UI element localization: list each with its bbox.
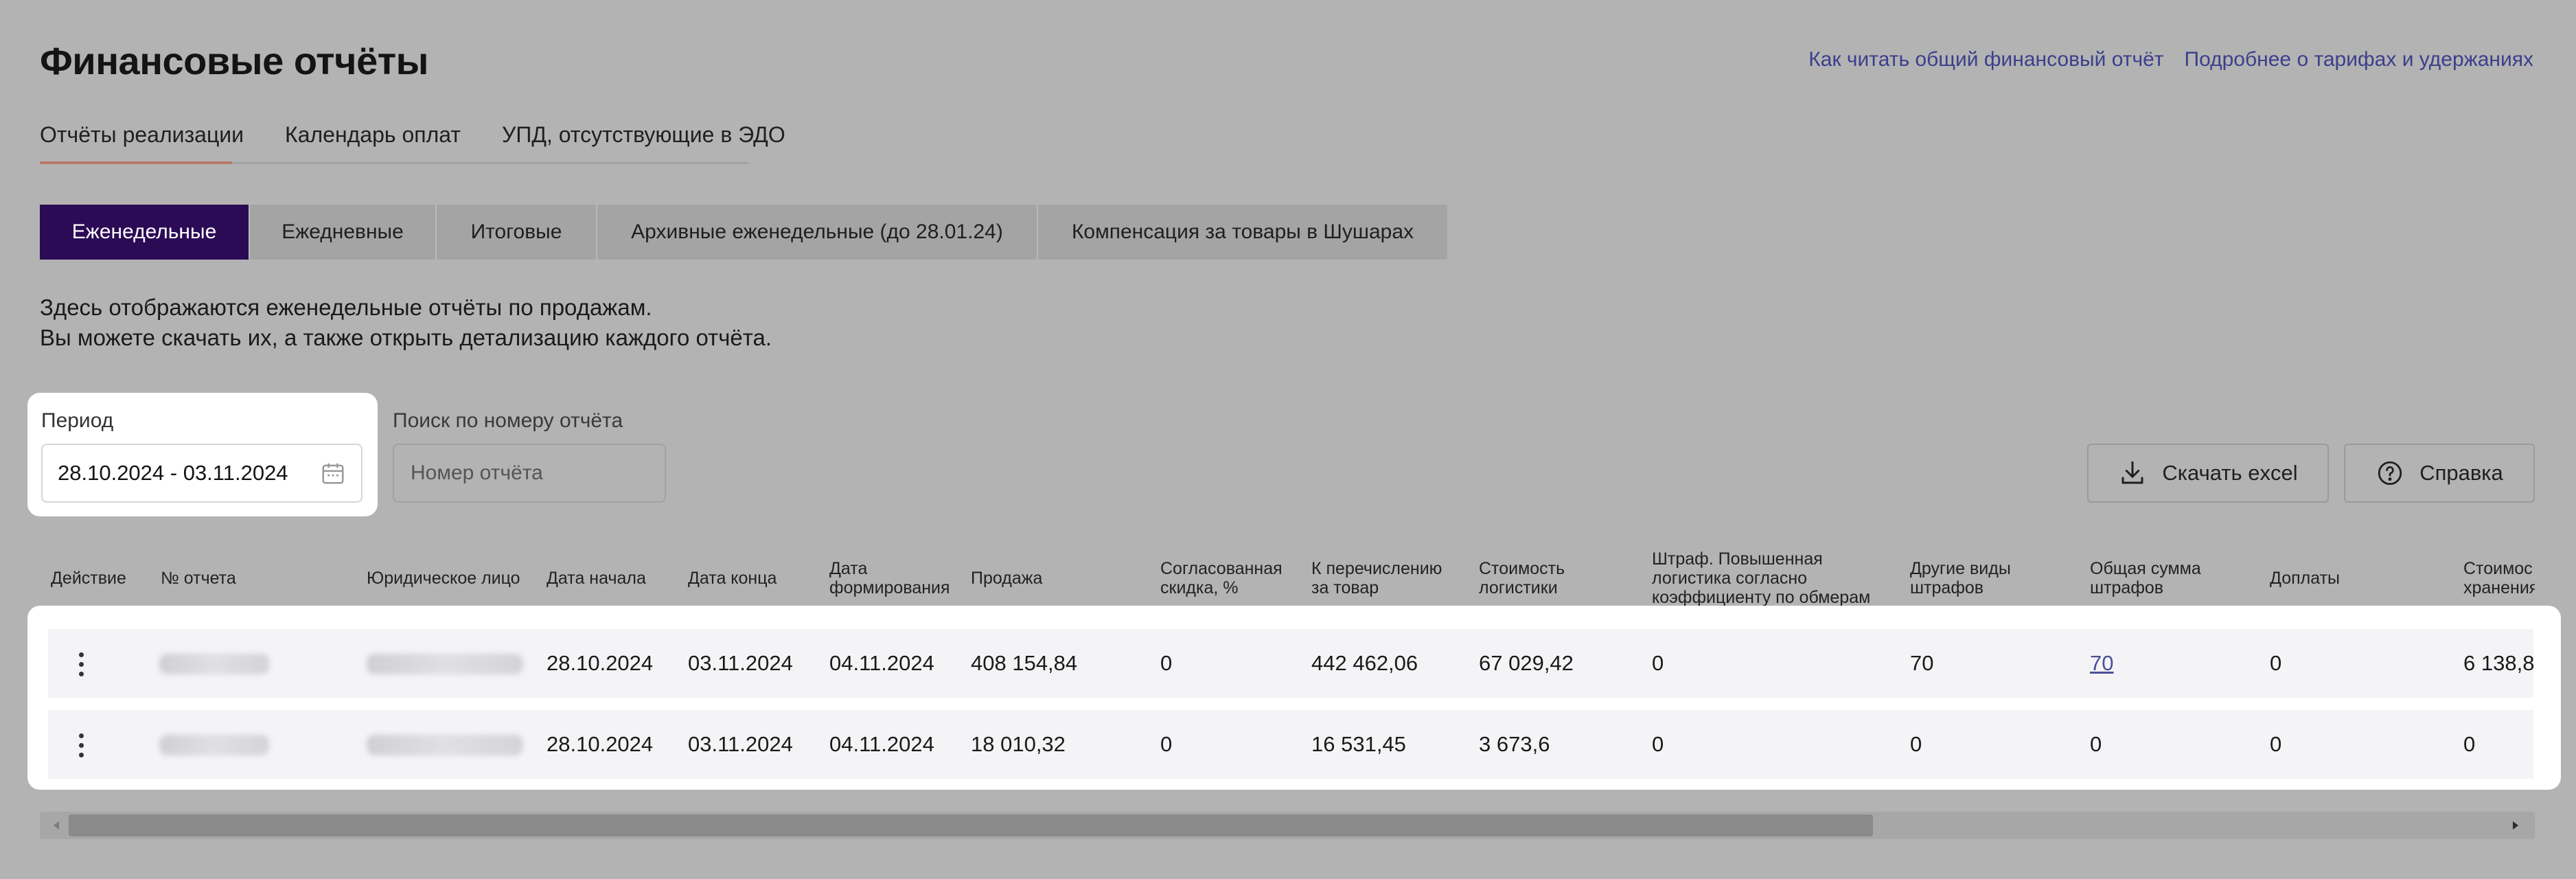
legal-entity-redacted (367, 654, 523, 674)
col-storage-line1: Стоимос (2463, 559, 2533, 578)
col-date-end: Дата конца (688, 569, 777, 588)
tab-compensation[interactable]: Компенсация за товары в Шушарах (1071, 220, 1414, 243)
tab-payment-calendar[interactable]: Календарь оплат (285, 122, 461, 147)
col-logistics-line1: Стоимость (1479, 559, 1565, 578)
col-surcharges: Доплаты (2270, 569, 2341, 588)
col-total-penalties-line2: штрафов (2090, 578, 2164, 597)
col-other-penalties: Другие виды штрафов (1910, 559, 2011, 597)
cell-date-start: 28.10.2024 (547, 651, 654, 675)
report-number-redacted[interactable] (159, 654, 269, 674)
question-circle-icon (2378, 461, 2402, 486)
scroll-right-arrow-icon[interactable] (2507, 817, 2524, 834)
cell-total-penalties: 70 (2090, 651, 2113, 676)
cell-transfer: 16 531,45 (1311, 732, 1406, 756)
col-other-penalties-line1: Другие виды (1910, 559, 2011, 578)
col-date-start: Дата начала (547, 569, 646, 588)
cell-surcharges: 0 (2270, 732, 2282, 756)
total-penalties-link[interactable]: 70 (2090, 651, 2114, 675)
col-transfer: К перечислению за товар (1311, 559, 1442, 597)
col-penalty-logistics-line3: коэффициенту по обмерам (1652, 588, 1871, 607)
page-description: Здесь отображаются еженедельные отчёты п… (40, 293, 772, 353)
cell-date-start: 28.10.2024 (547, 732, 654, 756)
cell-date-end: 03.11.2024 (688, 732, 793, 756)
col-discount-line1: Согласованная (1160, 559, 1283, 578)
col-total-penalties-line1: Общая сумма (2090, 559, 2201, 578)
help-label: Справка (2419, 461, 2503, 485)
col-storage-line2: хранения (2463, 578, 2535, 597)
download-excel-label: Скачать excel (2162, 461, 2298, 485)
col-transfer-line1: К перечислению (1311, 559, 1442, 578)
cell-penalty-logistics: 0 (1652, 651, 1664, 675)
col-storage: Стоимос хранения (2463, 559, 2535, 597)
period-date-range-input[interactable]: 28.10.2024 - 03.11.2024 (41, 444, 363, 503)
tab-weekly[interactable]: Еженедельные (40, 205, 250, 260)
tab-upd-missing[interactable]: УПД, отсутствующие в ЭДО (502, 122, 785, 147)
tab-sales-reports[interactable]: Отчёты реализации (40, 122, 244, 147)
calendar-icon[interactable] (320, 460, 346, 486)
cell-date-formed: 04.11.2024 (829, 732, 934, 756)
report-number-redacted[interactable] (159, 735, 269, 755)
col-penalty-logistics: Штраф. Повышенная логистика согласно коэ… (1652, 549, 1870, 607)
cell-total-penalties: 0 (2090, 732, 2102, 756)
col-discount: Согласованная скидка, % (1160, 559, 1283, 597)
col-logistics: Стоимость логистики (1479, 559, 1565, 597)
cell-other-penalties: 70 (1910, 651, 1934, 675)
col-discount-line2: скидка, % (1160, 578, 1239, 597)
description-line-1: Здесь отображаются еженедельные отчёты п… (40, 295, 652, 320)
how-to-read-report-link[interactable]: Как читать общий финансовый отчёт (1808, 48, 2164, 71)
search-label: Поиск по номеру отчёта (393, 409, 623, 432)
page-title: Финансовые отчёты (40, 39, 428, 82)
tab-archive-weekly[interactable]: Архивные еженедельные (до 28.01.24) (597, 205, 1038, 260)
col-report-no: № отчета (161, 569, 236, 588)
col-sales: Продажа (971, 569, 1043, 588)
cell-discount: 0 (1160, 732, 1173, 756)
active-tab-indicator (40, 161, 232, 164)
tab-daily[interactable]: Ежедневные (250, 205, 437, 260)
col-logistics-line2: логистики (1479, 578, 1558, 597)
col-date-formed-line2: формирования (829, 578, 950, 597)
period-label: Период (41, 409, 114, 432)
row-actions-menu-icon[interactable] (77, 733, 85, 757)
row-actions-menu-icon[interactable] (77, 652, 85, 676)
col-date-formed-line1: Дата (829, 559, 868, 578)
download-excel-button[interactable]: Скачать excel (2087, 444, 2329, 503)
col-total-penalties: Общая сумма штрафов (2090, 559, 2201, 597)
row-separator (48, 702, 2533, 707)
cell-date-formed: 04.11.2024 (829, 651, 934, 675)
col-action: Действие (51, 569, 126, 588)
col-date-formed: Дата формирования (829, 559, 950, 597)
col-penalty-logistics-line2: логистика согласно (1652, 569, 1808, 588)
description-line-2: Вы можете скачать их, а также открыть де… (40, 325, 772, 350)
col-transfer-line2: за товар (1311, 578, 1379, 597)
scroll-left-arrow-icon[interactable] (48, 817, 65, 834)
cell-sales: 18 010,32 (971, 732, 1066, 756)
tab-final[interactable]: Итоговые (437, 205, 597, 260)
cell-surcharges: 0 (2270, 651, 2282, 675)
tabs-divider (40, 162, 748, 164)
col-penalty-logistics-line1: Штраф. Повышенная (1652, 549, 1823, 569)
download-icon (2121, 461, 2143, 484)
scrollbar-thumb[interactable] (69, 814, 1873, 836)
legal-entity-redacted (367, 735, 523, 755)
top-tabs: Отчёты реализации Календарь оплат УПД, о… (40, 122, 785, 163)
cell-penalty-logistics: 0 (1652, 732, 1664, 756)
report-number-input[interactable] (411, 461, 648, 485)
cell-sales: 408 154,84 (971, 651, 1078, 675)
cell-transfer: 442 462,06 (1311, 651, 1418, 675)
cell-other-penalties: 0 (1910, 732, 1922, 756)
cell-discount: 0 (1160, 651, 1173, 675)
cell-logistics: 67 029,42 (1479, 651, 1574, 675)
report-number-search[interactable] (393, 444, 666, 503)
cell-storage: 6 138,8 (2463, 651, 2535, 675)
cell-logistics: 3 673,6 (1479, 732, 1550, 756)
cell-date-end: 03.11.2024 (688, 651, 793, 675)
tariffs-info-link[interactable]: Подробнее о тарифах и удержаниях (2184, 48, 2533, 71)
report-type-tabs: Еженедельные Ежедневные Итоговые Архивны… (40, 205, 1447, 260)
period-value: 28.10.2024 - 03.11.2024 (58, 461, 288, 485)
help-links: Как читать общий финансовый отчёт Подроб… (1808, 48, 2533, 71)
help-button[interactable]: Справка (2344, 444, 2535, 503)
col-other-penalties-line2: штрафов (1910, 578, 1984, 597)
col-legal-entity: Юридическое лицо (367, 569, 520, 588)
cell-storage: 0 (2463, 732, 2476, 756)
